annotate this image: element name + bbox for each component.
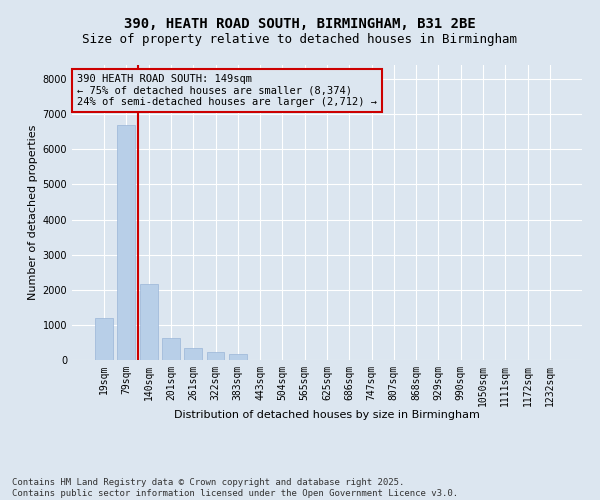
Bar: [206, 352, 224, 360]
Bar: [118, 124, 136, 360]
Text: Contains HM Land Registry data © Crown copyright and database right 2025.
Contai: Contains HM Land Registry data © Crown c…: [12, 478, 458, 498]
Bar: [229, 354, 247, 360]
X-axis label: Distribution of detached houses by size in Birmingham: Distribution of detached houses by size …: [174, 410, 480, 420]
Text: 390, HEATH ROAD SOUTH, BIRMINGHAM, B31 2BE: 390, HEATH ROAD SOUTH, BIRMINGHAM, B31 2…: [124, 18, 476, 32]
Bar: [140, 284, 158, 360]
Bar: [184, 348, 202, 360]
Text: 390 HEATH ROAD SOUTH: 149sqm
← 75% of detached houses are smaller (8,374)
24% of: 390 HEATH ROAD SOUTH: 149sqm ← 75% of de…: [77, 74, 377, 107]
Bar: [162, 338, 180, 360]
Bar: [95, 318, 113, 360]
Y-axis label: Number of detached properties: Number of detached properties: [28, 125, 38, 300]
Text: Size of property relative to detached houses in Birmingham: Size of property relative to detached ho…: [83, 32, 517, 46]
